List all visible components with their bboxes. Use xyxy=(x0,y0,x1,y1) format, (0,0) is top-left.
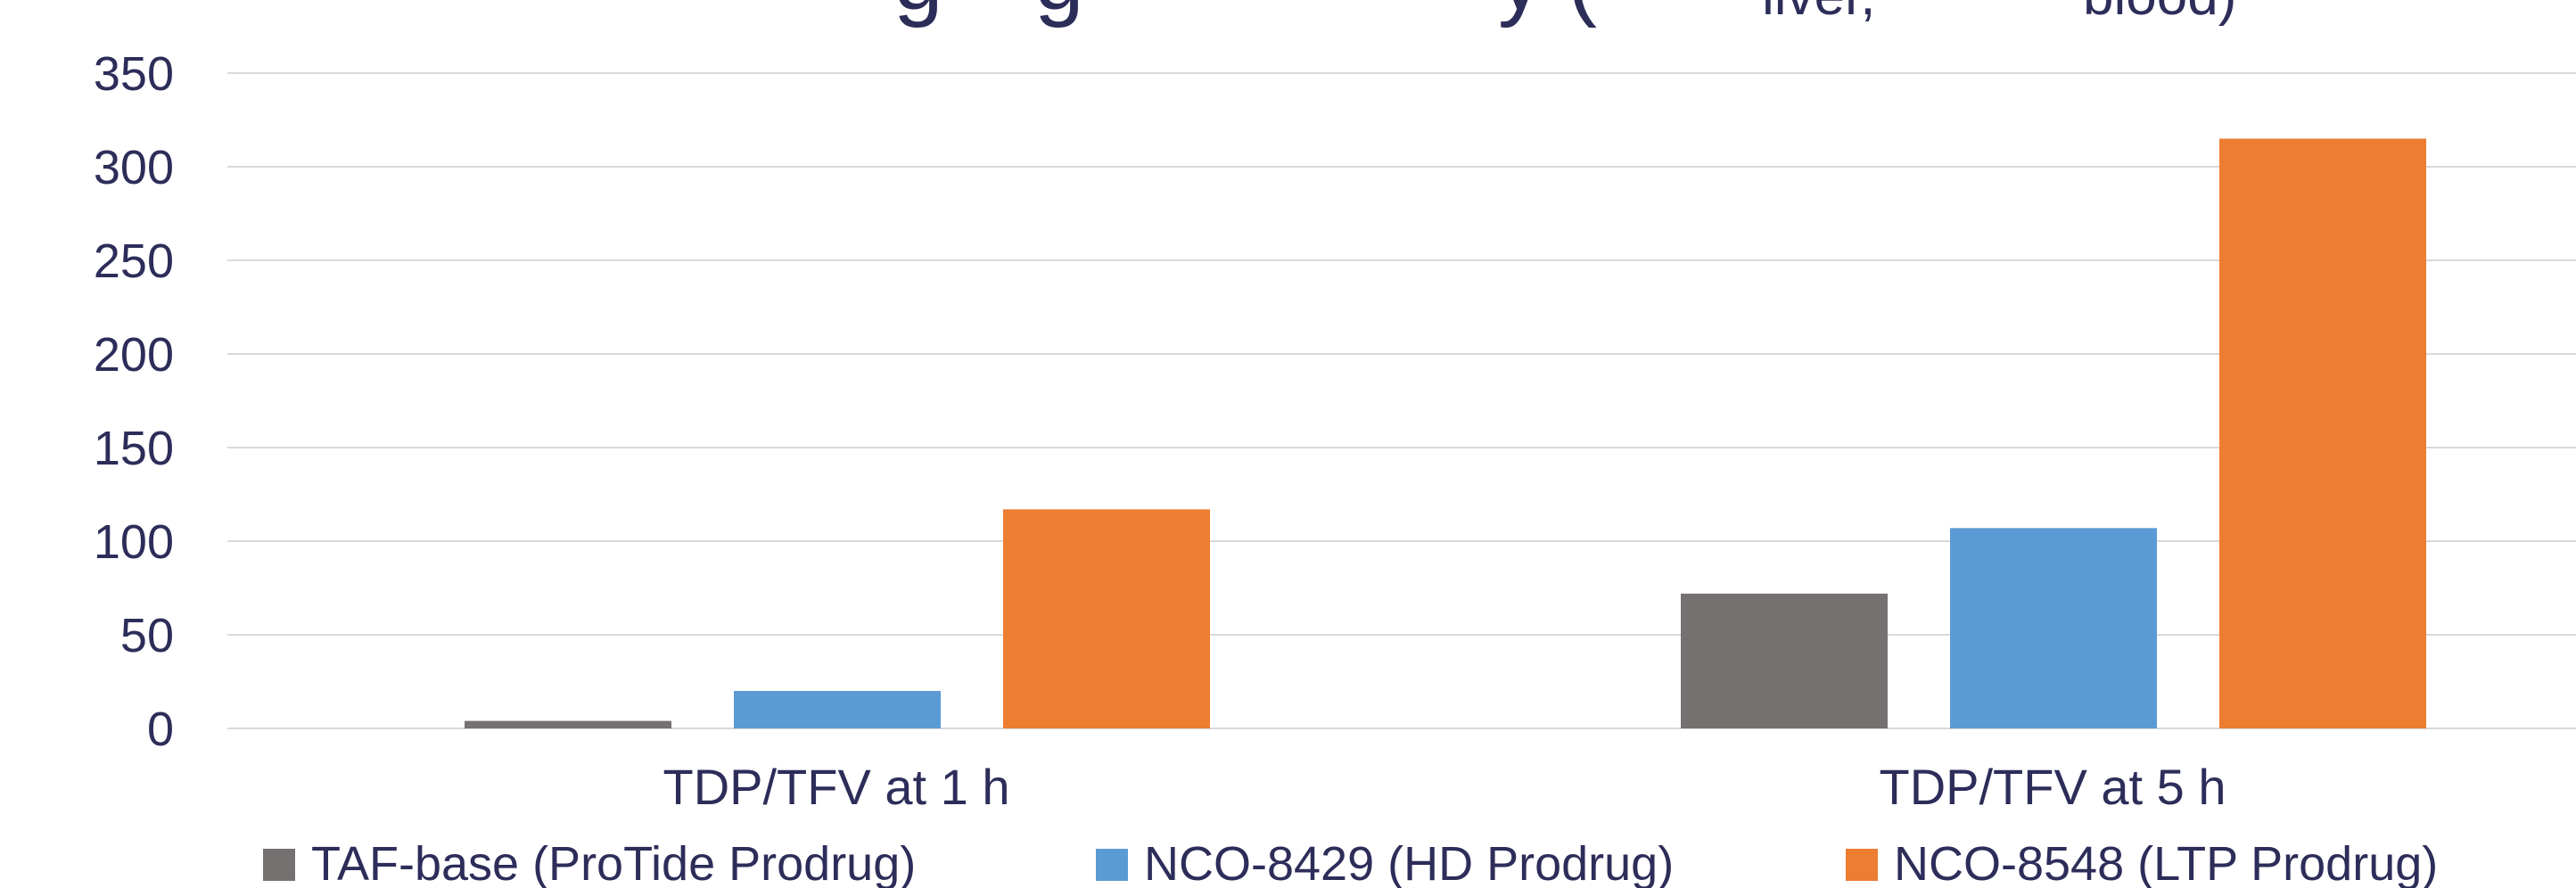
bars xyxy=(465,138,2426,728)
chart-title-cropped: g g y ( liver, blood) xyxy=(893,0,2236,29)
bar xyxy=(1681,593,1888,728)
legend-swatch xyxy=(1096,849,1128,881)
title-fragment-4: liver, xyxy=(1762,0,1875,27)
y-axis-tick-labels: 0 50 100 150 200 250 300 350 xyxy=(94,47,174,756)
bar xyxy=(2219,138,2426,728)
title-fragment-2: g xyxy=(1034,0,1084,29)
legend-label: NCO-8548 (LTP Prodrug) xyxy=(1894,837,2438,888)
gridlines xyxy=(227,72,2576,729)
legend: TAF-base (ProTide Prodrug) NCO-8429 (HD P… xyxy=(263,837,2438,888)
title-fragment-1: g xyxy=(893,0,943,29)
bar xyxy=(465,720,671,728)
y-tick-label: 0 xyxy=(147,703,174,756)
legend-swatch xyxy=(263,849,295,881)
y-tick-label: 350 xyxy=(94,47,174,101)
y-tick-label: 150 xyxy=(94,422,174,475)
title-fragment-5: blood) xyxy=(2083,0,2236,27)
bar xyxy=(734,691,941,728)
legend-label: NCO-8429 (HD Prodrug) xyxy=(1144,837,1674,888)
y-tick-label: 200 xyxy=(94,328,174,382)
title-fragment-3: y ( xyxy=(1498,0,1597,29)
y-tick-label: 300 xyxy=(94,141,174,194)
x-category-label: TDP/TFV at 5 h xyxy=(1880,759,2226,815)
y-tick-label: 100 xyxy=(94,515,174,569)
y-tick-label: 250 xyxy=(94,234,174,288)
legend-label: TAF-base (ProTide Prodrug) xyxy=(311,837,916,888)
y-tick-label: 50 xyxy=(120,609,174,662)
bar xyxy=(1003,509,1210,728)
x-category-label: TDP/TFV at 1 h xyxy=(663,759,1010,815)
legend-swatch xyxy=(1846,849,1878,881)
x-axis-category-labels: TDP/TFV at 1 h TDP/TFV at 5 h xyxy=(663,759,2226,815)
bar xyxy=(1950,528,2157,728)
